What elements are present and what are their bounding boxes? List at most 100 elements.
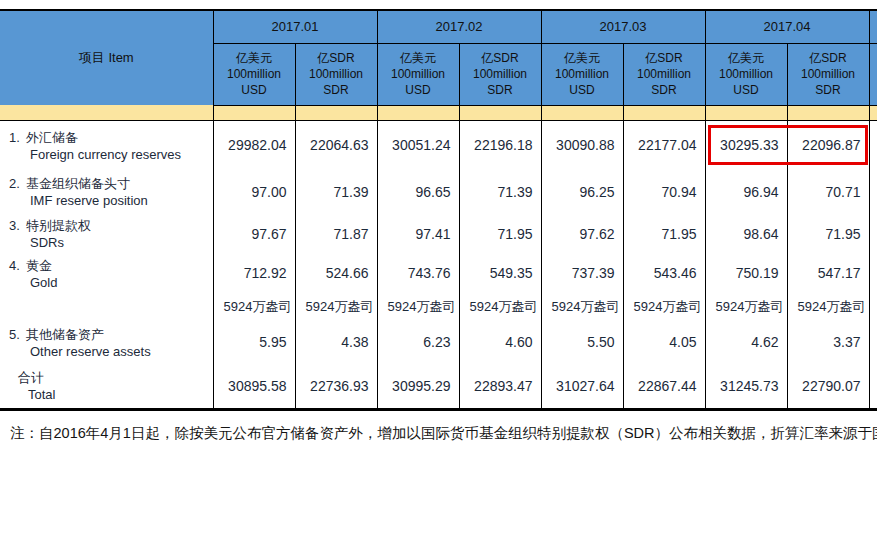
- cell-value: 70.71: [787, 170, 869, 213]
- cell-value: 22790.07: [787, 363, 869, 408]
- unit-usd-header: 亿美元100millionUSD: [541, 43, 623, 105]
- cell-value: 4.62: [705, 321, 787, 363]
- cell-value: 71.39: [295, 170, 377, 213]
- item-number: 5.: [9, 327, 26, 342]
- cell-value: 737.39: [541, 254, 623, 292]
- item-name-cn: 基金组织储备头寸: [26, 176, 130, 191]
- cutoff-cell: [869, 254, 877, 292]
- cell-value: 70.94: [623, 170, 705, 213]
- cell-value: 30051.24: [377, 120, 459, 170]
- cell-value: 96.94: [705, 170, 787, 213]
- cell-value: 22736.93: [295, 363, 377, 408]
- cell-value: 4.60: [459, 321, 541, 363]
- cell-value: 97.41: [377, 213, 459, 254]
- item-name-cn: 外汇储备: [26, 130, 78, 145]
- cell-value: 31245.73: [705, 363, 787, 408]
- cell-value: 5.50: [541, 321, 623, 363]
- yellow-band-cell: [0, 105, 213, 120]
- item-name-en: Total: [0, 387, 213, 402]
- table-row: 5.其他储备资产 Other reserve assets 5.95 4.38 …: [0, 321, 877, 363]
- cell-value: 3.37: [787, 321, 869, 363]
- yellow-band-cell: [705, 105, 787, 120]
- cell-value: 71.39: [459, 170, 541, 213]
- cell-value: 22177.04: [623, 120, 705, 170]
- cell-value: 547.17: [787, 254, 869, 292]
- cell-value: 71.95: [623, 213, 705, 254]
- cell-value: 6.23: [377, 321, 459, 363]
- cell-value: 5924万盎司: [459, 292, 541, 321]
- table-row: 1.外汇储备 Foreign currency reserves 29982.0…: [0, 120, 877, 170]
- cell-value: 30995.29: [377, 363, 459, 408]
- item-name-cn: 特别提款权: [26, 218, 91, 233]
- item-label-cell: 3.特别提款权 SDRs: [0, 213, 213, 254]
- cell-value: 22893.47: [459, 363, 541, 408]
- item-name-en: Other reserve assets: [0, 344, 213, 359]
- yellow-band-cell: [459, 105, 541, 120]
- period-2017-01: 2017.01: [213, 11, 377, 43]
- cell-value: 524.66: [295, 254, 377, 292]
- item-label-cell: 1.外汇储备 Foreign currency reserves: [0, 120, 213, 170]
- cell-value: 22867.44: [623, 363, 705, 408]
- cell-value: 712.92: [213, 254, 295, 292]
- cell-value: 96.65: [377, 170, 459, 213]
- item-number: 1.: [9, 130, 26, 145]
- cell-value: 71.95: [459, 213, 541, 254]
- cell-value: 5924万盎司: [377, 292, 459, 321]
- cell-value: 31027.64: [541, 363, 623, 408]
- unit-usd-header: 亿美元100millionUSD: [213, 43, 295, 105]
- cell-value: 22096.87: [787, 120, 869, 170]
- unit-usd-header: 亿美元100millionUSD: [377, 43, 459, 105]
- cell-value: 29982.04: [213, 120, 295, 170]
- cell-value: 97.62: [541, 213, 623, 254]
- period-2017-02: 2017.02: [377, 11, 541, 43]
- footnote: 注：自2016年4月1日起，除按美元公布官方储备资产外，增加以国际货币基金组织特…: [10, 424, 877, 443]
- cell-value: 97.00: [213, 170, 295, 213]
- cell-value: 97.67: [213, 213, 295, 254]
- item-name-en: SDRs: [0, 235, 213, 250]
- yellow-band-cell: [541, 105, 623, 120]
- cell-value: 5.95: [213, 321, 295, 363]
- cell-value: 549.35: [459, 254, 541, 292]
- yellow-band-cell: [787, 105, 869, 120]
- cutoff-cell: [869, 321, 877, 363]
- cell-value: 22196.18: [459, 120, 541, 170]
- cutoff-cell: [869, 120, 877, 170]
- item-label-cell: 4.黄金 Gold: [0, 254, 213, 292]
- yellow-band-cell: [377, 105, 459, 120]
- item-name-en: IMF reserve position: [0, 193, 213, 208]
- cell-value: 5924万盎司: [623, 292, 705, 321]
- unit-sdr-header: 亿SDR100millionSDR: [459, 43, 541, 105]
- item-label-cell: 合计 Total: [0, 363, 213, 408]
- item-name-cn: 黄金: [26, 258, 52, 273]
- cutoff-cell: [869, 363, 877, 408]
- cell-value: 30295.33: [705, 120, 787, 170]
- cell-value: 5924万盎司: [787, 292, 869, 321]
- item-number: 4.: [9, 258, 26, 273]
- cell-value: 30090.88: [541, 120, 623, 170]
- cell-value: 5924万盎司: [213, 292, 295, 321]
- reserves-table-wrap: 项目 Item 2017.01 2017.02 2017.03 2017.04 …: [0, 9, 877, 411]
- unit-sdr-header: 亿SDR100millionSDR: [623, 43, 705, 105]
- item-number: 2.: [9, 176, 26, 191]
- yellow-band-cell: [869, 105, 877, 120]
- table-row: 2.基金组织储备头寸 IMF reserve position 97.00 71…: [0, 170, 877, 213]
- item-label-cell: [0, 292, 213, 321]
- table-row: 5924万盎司 5924万盎司 5924万盎司 5924万盎司 5924万盎司 …: [0, 292, 877, 321]
- cell-value: 5924万盎司: [295, 292, 377, 321]
- yellow-band-cell: [623, 105, 705, 120]
- cell-value: 543.46: [623, 254, 705, 292]
- item-column-header: 项目 Item: [0, 11, 213, 105]
- unit-usd-header: 亿美元100millionUSD: [705, 43, 787, 105]
- yellow-band-cell: [295, 105, 377, 120]
- table-row: 3.特别提款权 SDRs 97.67 71.87 97.41 71.95 97.…: [0, 213, 877, 254]
- cutoff-cell: [869, 292, 877, 321]
- cell-value: 4.05: [623, 321, 705, 363]
- cutoff-cell: [869, 170, 877, 213]
- item-name-cn: 其他储备资产: [26, 327, 104, 342]
- cell-value: 96.25: [541, 170, 623, 213]
- cell-value: 71.87: [295, 213, 377, 254]
- cell-value: 4.38: [295, 321, 377, 363]
- reserves-table: 项目 Item 2017.01 2017.02 2017.03 2017.04 …: [0, 11, 877, 408]
- period-header-row: 项目 Item 2017.01 2017.02 2017.03 2017.04: [0, 11, 877, 43]
- cell-value: 5924万盎司: [541, 292, 623, 321]
